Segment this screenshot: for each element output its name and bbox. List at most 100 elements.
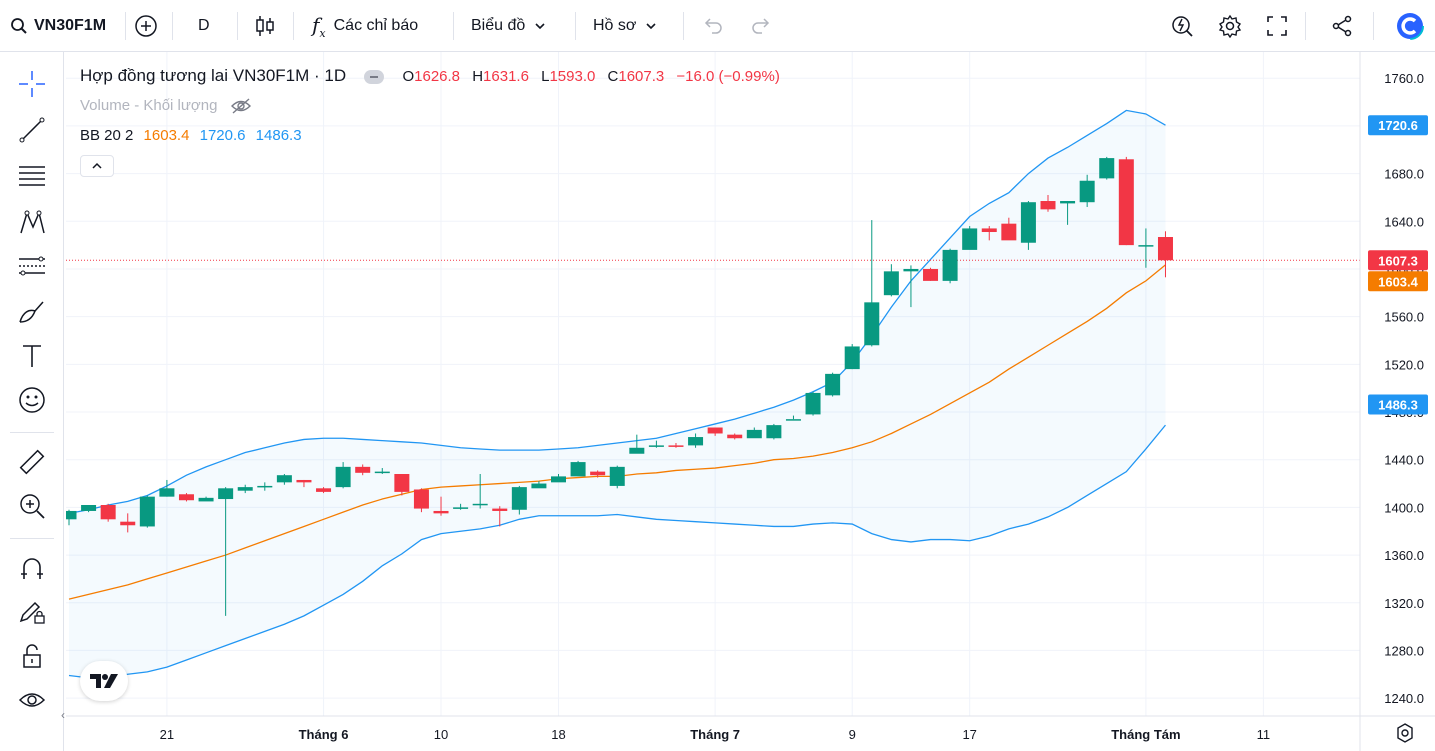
y-tick-label: 1320.0 [1384, 596, 1424, 611]
candle-body [942, 249, 958, 281]
candle-body [413, 489, 429, 509]
candle [844, 344, 860, 370]
bb-legend[interactable]: BB 20 2 1603.4 1720.6 1486.3 [80, 127, 302, 144]
price-label-box [1368, 394, 1428, 415]
x-tick-label: Tháng 7 [690, 727, 740, 742]
change-value: −16.0 (−0.99%) [676, 68, 780, 85]
chart-type-dropdown[interactable]: Biểu đồ [471, 0, 547, 52]
lines-icon [19, 166, 45, 186]
chevron-down-icon [535, 23, 545, 30]
indicators-button[interactable]: fx Các chỉ báo [312, 0, 418, 52]
candle [355, 464, 371, 476]
y-tick-label: 1640.0 [1384, 214, 1424, 229]
horizontal-lines-tool[interactable] [14, 158, 50, 194]
candle-body [883, 271, 899, 296]
price-label-upper[interactable]: 1720.6 [1368, 115, 1428, 136]
brand-logo[interactable] [1396, 0, 1424, 52]
candle [923, 267, 939, 281]
candle [1118, 156, 1134, 246]
ruler-tool[interactable] [14, 444, 50, 480]
y-tick-label: 1360.0 [1384, 548, 1424, 563]
candle [1157, 231, 1173, 278]
chart-type-label: Biểu đồ [471, 17, 526, 34]
candle-body [766, 425, 782, 439]
forecast-tool[interactable] [14, 248, 50, 284]
x-tick-label: Tháng 6 [299, 727, 349, 742]
fullscreen-icon [1267, 16, 1287, 36]
fullscreen-button[interactable] [1266, 0, 1288, 52]
magnet-icon [21, 558, 43, 579]
forecast-icon [19, 256, 45, 276]
pattern-tool[interactable] [14, 204, 50, 240]
zoom-in-icon [20, 494, 45, 519]
candle-body [648, 445, 664, 447]
x-tick-label: 18 [551, 727, 565, 742]
candle-body [335, 466, 351, 488]
undo-button[interactable] [702, 0, 724, 52]
candle [139, 495, 155, 528]
zoom-tool[interactable] [14, 488, 50, 524]
volume-label: Volume - Khối lượng [80, 97, 218, 114]
candle [1060, 201, 1076, 225]
candle-body [296, 479, 312, 483]
eye-off-icon[interactable] [230, 97, 252, 115]
candle-body [609, 466, 625, 486]
lock-tool[interactable] [14, 638, 50, 674]
candle-body [492, 508, 508, 511]
share-button[interactable] [1330, 0, 1354, 52]
candle [433, 496, 449, 516]
price-label-lower[interactable]: 1486.3 [1368, 394, 1428, 415]
settings-button[interactable] [1218, 0, 1242, 52]
candle-body [668, 445, 684, 447]
candle-body [962, 228, 978, 250]
emoji-tool[interactable] [14, 382, 50, 418]
collapse-sidebar-handle[interactable]: ‹ [61, 708, 65, 722]
trendline-tool[interactable] [14, 112, 50, 148]
brush-tool[interactable] [14, 294, 50, 330]
candle-body [198, 497, 214, 502]
candle-body [237, 487, 253, 491]
candle [335, 462, 351, 489]
candle-body [66, 510, 77, 520]
tv-logo-icon [90, 674, 118, 688]
brush-icon [19, 301, 44, 323]
status-dot[interactable] [364, 70, 385, 85]
candle-body [511, 487, 527, 510]
magnet-tool[interactable] [14, 550, 50, 586]
crosshair-tool[interactable] [14, 66, 50, 102]
tradingview-logo[interactable] [80, 661, 128, 701]
candle [511, 485, 527, 515]
alert-button[interactable] [1170, 0, 1194, 52]
legend-title[interactable]: Hợp đồng tương lai VN30F1M · 1D [80, 66, 347, 85]
candle [453, 503, 469, 510]
volume-legend[interactable]: Volume - Khối lượng [80, 97, 252, 115]
visibility-tool[interactable] [14, 682, 50, 718]
redo-button[interactable] [750, 0, 772, 52]
candle-body [746, 429, 762, 439]
chart-style-button[interactable] [254, 0, 276, 52]
price-label-close[interactable]: 1607.3 [1368, 250, 1428, 271]
price-label-basis[interactable]: 1603.4 [1368, 271, 1428, 292]
y-tick-label: 1400.0 [1384, 500, 1424, 515]
profile-label: Hồ sơ [593, 17, 637, 34]
compare-button[interactable] [134, 0, 158, 52]
candle [648, 440, 664, 448]
profile-dropdown[interactable]: Hồ sơ [593, 0, 658, 52]
text-tool[interactable] [14, 338, 50, 374]
candle [1020, 201, 1036, 250]
lock-drawings-tool[interactable] [14, 594, 50, 630]
price-label-box [1368, 271, 1428, 292]
candle-body [81, 504, 97, 511]
collapse-legend-button[interactable] [80, 155, 114, 177]
bb-upper-value: 1720.6 [199, 127, 246, 144]
high-label: H [472, 68, 484, 85]
candle [785, 415, 801, 421]
candle [316, 487, 332, 494]
time-axis-settings[interactable] [1394, 722, 1416, 744]
undo-icon [704, 18, 722, 34]
interval-button[interactable]: D [198, 0, 210, 52]
x-tick-label: Tháng Tám [1111, 727, 1180, 742]
bb-band-fill [69, 110, 1166, 678]
symbol-search[interactable]: VN30F1M [10, 0, 106, 52]
